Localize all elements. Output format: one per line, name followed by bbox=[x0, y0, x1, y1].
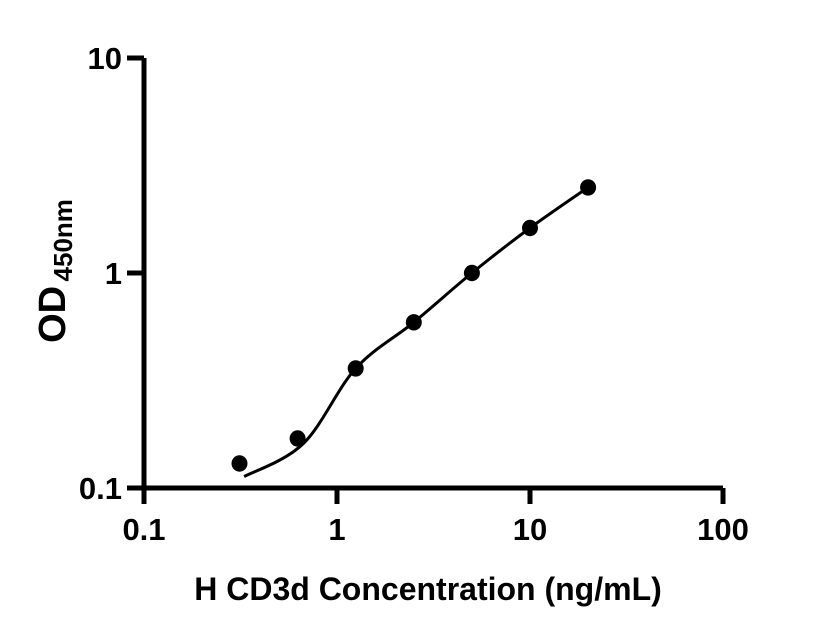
axis-spine bbox=[141, 58, 723, 491]
data-point bbox=[405, 314, 422, 331]
x-tick-label: 10 bbox=[513, 512, 547, 547]
y-axis-title-main: OD bbox=[32, 286, 74, 343]
data-point bbox=[289, 430, 306, 447]
data-point bbox=[231, 455, 248, 472]
data-point bbox=[522, 219, 538, 237]
data-point bbox=[347, 360, 364, 377]
y-tick-label: 10 bbox=[88, 41, 122, 76]
y-tick-label: 1 bbox=[105, 256, 122, 291]
y-axis-title: OD 450nm bbox=[32, 199, 78, 343]
y-axis-title-subscript: 450nm bbox=[48, 199, 78, 281]
plot-layer: 0.1 1 10 100 10 1 0.1 bbox=[79, 41, 749, 547]
x-tick-label: 1 bbox=[328, 512, 345, 547]
data-point bbox=[580, 179, 597, 196]
x-axis-title: H CD3d Concentration (ng/mL) bbox=[194, 571, 662, 607]
y-tick-label: 0.1 bbox=[79, 471, 122, 506]
x-tick-label: 0.1 bbox=[122, 512, 165, 547]
x-tick-label: 100 bbox=[697, 512, 749, 547]
data-point bbox=[463, 264, 480, 282]
